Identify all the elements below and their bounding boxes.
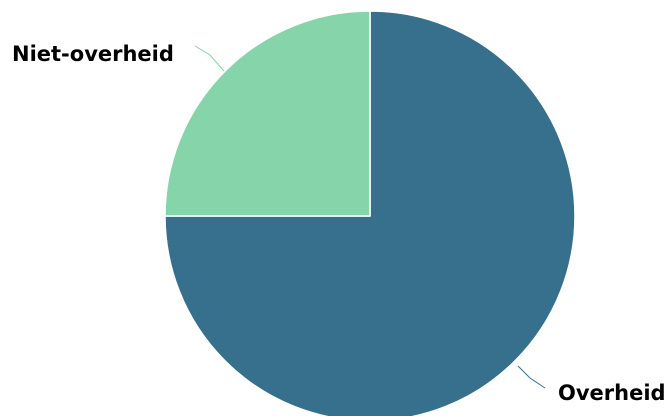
slice-label-overheid: Overheid	[558, 381, 666, 405]
pie-slice-niet-overheid[interactable]	[164, 10, 371, 217]
slice-label-niet-overheid: Niet-overheid	[12, 42, 174, 66]
pie-slices	[164, 10, 576, 416]
leader-lines	[194, 45, 546, 389]
slice-labels: Overheid Niet-overheid	[12, 42, 666, 405]
leader-line-niet-overheid	[194, 45, 225, 72]
leader-line-overheid	[517, 365, 546, 389]
